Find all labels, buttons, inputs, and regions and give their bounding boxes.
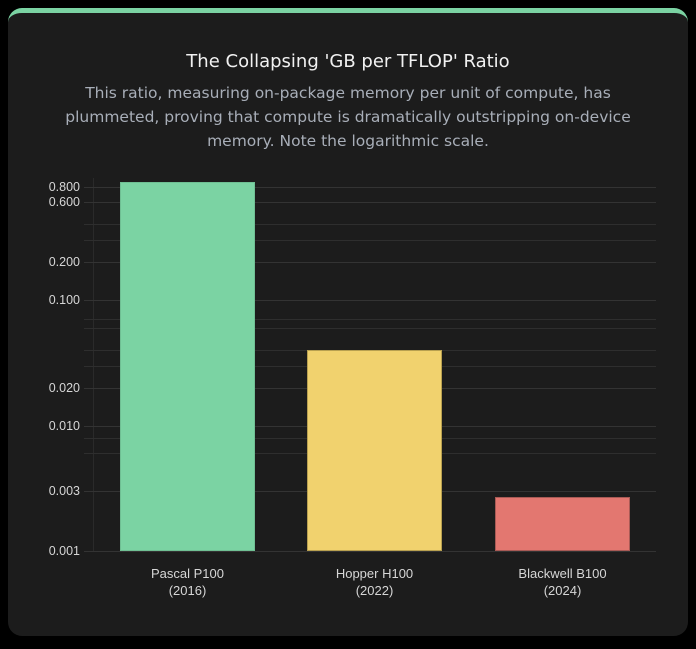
gridline	[84, 187, 656, 188]
gridline	[84, 551, 656, 552]
minor-gridline	[84, 224, 656, 225]
x-axis-label: Pascal P100 (2016)	[100, 565, 275, 599]
x-label-name: Pascal P100	[151, 566, 224, 581]
bar-blackwell-b100[interactable]	[495, 497, 630, 551]
minor-gridline	[84, 240, 656, 241]
x-label-name: Blackwell B100	[518, 566, 607, 581]
y-tick-label: 0.100	[48, 293, 80, 307]
y-tick-label: 0.003	[48, 484, 80, 498]
x-label-year: (2022)	[355, 583, 394, 598]
y-tick-label: 0.800	[48, 180, 80, 194]
y-tick-label: 0.200	[48, 255, 80, 269]
y-axis-line	[93, 178, 94, 552]
y-tick-label: 0.001	[48, 544, 80, 558]
y-tick-label: 0.010	[48, 419, 80, 433]
minor-gridline	[84, 319, 656, 320]
minor-gridline	[84, 328, 656, 329]
gridline	[84, 202, 656, 203]
bar-hopper-h100[interactable]	[307, 350, 442, 551]
x-axis-label: Hopper H100 (2022)	[287, 565, 462, 599]
x-label-year: (2024)	[543, 583, 582, 598]
y-tick-label: 0.020	[48, 381, 80, 395]
x-axis-label: Blackwell B100 (2024)	[475, 565, 650, 599]
chart-title: The Collapsing 'GB per TFLOP' Ratio	[186, 51, 510, 72]
chart-subtitle: This ratio, measuring on-package memory …	[65, 84, 631, 150]
bar-pascal-p100[interactable]	[120, 182, 255, 551]
y-tick-label: 0.600	[48, 195, 80, 209]
x-label-year: (2016)	[168, 583, 207, 598]
gridline	[84, 300, 656, 301]
gridline	[84, 262, 656, 263]
x-label-name: Hopper H100	[335, 566, 414, 581]
